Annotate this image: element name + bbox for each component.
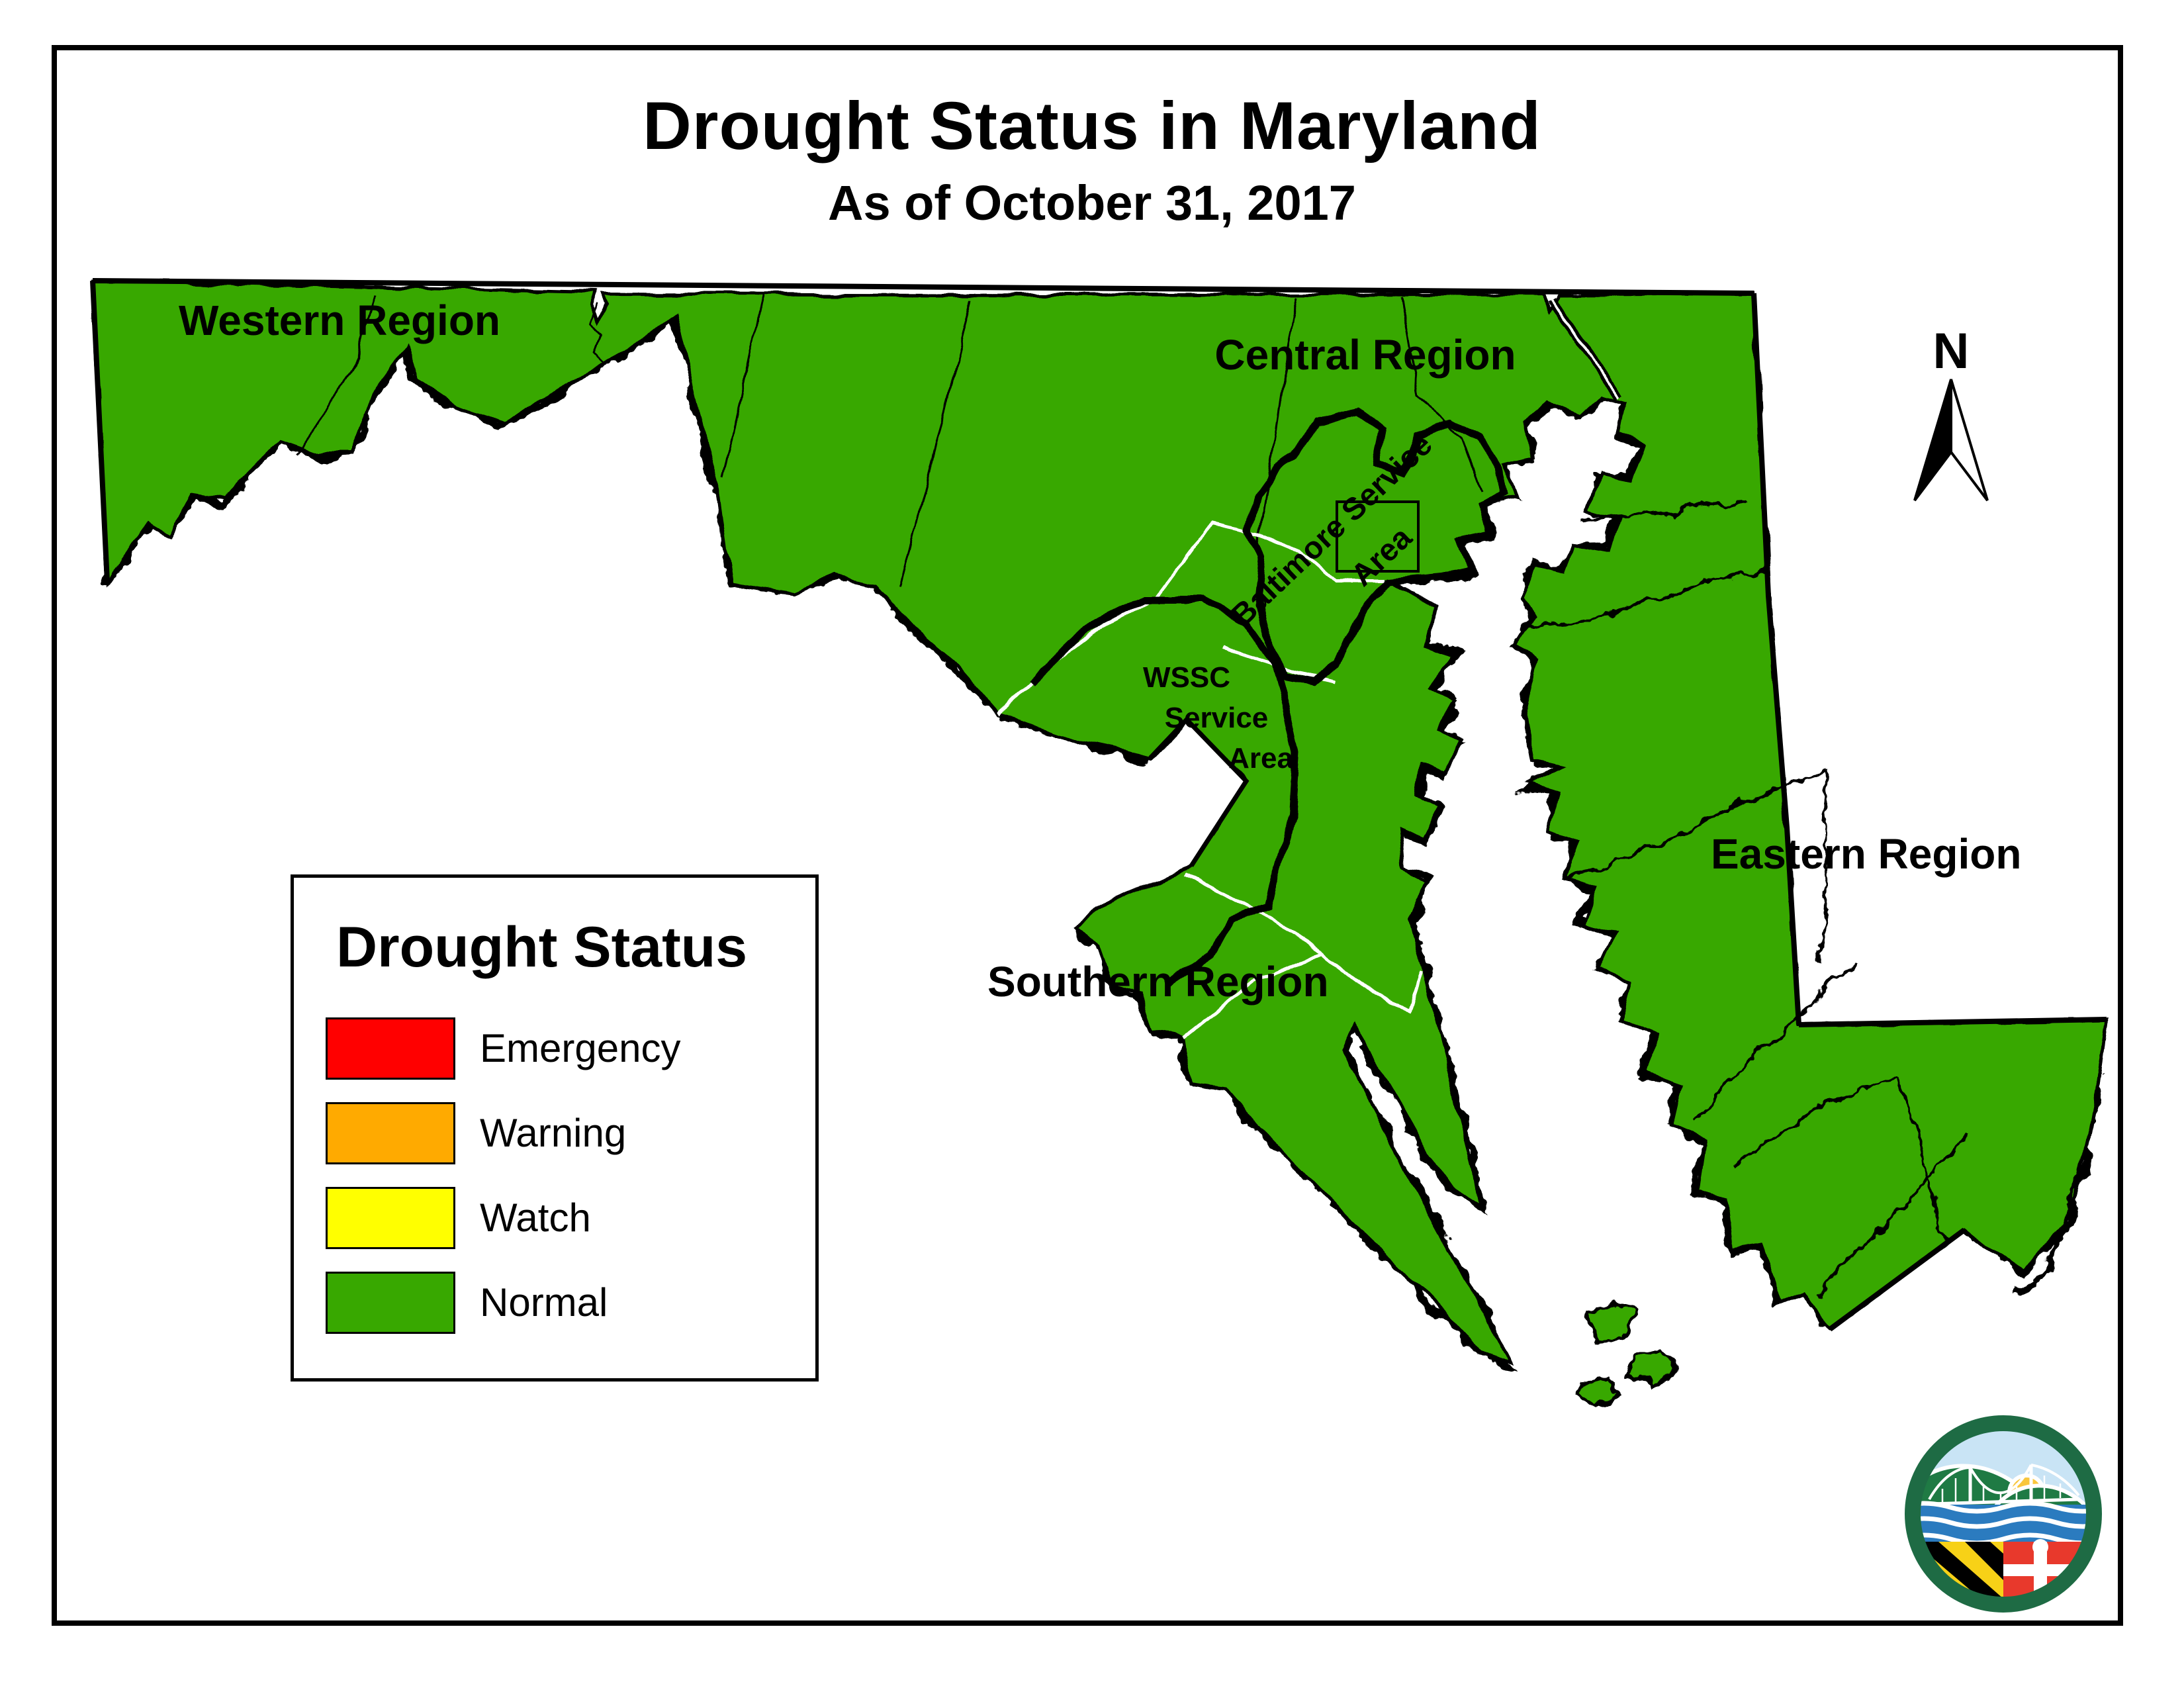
bay-island: [1628, 1348, 1676, 1390]
susquehanna-river-core: [1550, 298, 1620, 400]
page-subtitle: As of October 31, 2017: [828, 175, 1356, 230]
emergency-swatch: [326, 1017, 455, 1080]
region-label-western: Western Region: [179, 297, 500, 344]
north-arrow: N: [1913, 323, 1989, 502]
warning-swatch: [326, 1102, 455, 1164]
watch-label: Watch: [480, 1196, 591, 1240]
legend-row-watch: Watch: [326, 1187, 789, 1249]
legend-row-normal: Normal: [326, 1272, 789, 1334]
river-line: [1523, 569, 1766, 630]
legend-title: Drought Status: [336, 915, 748, 979]
county-boundaries-west: [295, 293, 1482, 588]
region-label-eastern: Eastern Region: [1711, 830, 2021, 878]
logo-ring: [1905, 1415, 2102, 1613]
barrier-island-line: [2011, 1152, 2089, 1293]
north-arrow-left-half: [1913, 379, 1952, 502]
county-line: [1256, 297, 1300, 550]
river-line: [1813, 1137, 1968, 1297]
county-line: [1817, 771, 1827, 962]
dc-notch-border: [1148, 716, 1250, 867]
watch-swatch: [326, 1187, 455, 1249]
region-label-central: Central Region: [1214, 331, 1516, 379]
legend-row-warning: Warning: [326, 1102, 789, 1164]
normal-label: Normal: [480, 1280, 608, 1325]
county-line: [590, 304, 609, 364]
logo-bridge-icon: [1928, 1464, 2080, 1506]
north-label: N: [1933, 323, 1970, 379]
wssc-service-area-boundary: [1027, 596, 1300, 990]
page-title: Drought Status in Maryland: [643, 88, 1541, 164]
river-line: [1727, 1072, 1899, 1164]
region-boundary-line: [1182, 951, 1324, 1039]
emergency-label: Emergency: [480, 1026, 681, 1070]
region-label-southern: Southern Region: [987, 958, 1329, 1006]
wssc-label-line1: WSSC: [1143, 661, 1230, 694]
state-fill-group: [91, 279, 2109, 1409]
county-line: [899, 299, 973, 588]
river-line: [1692, 960, 1854, 1119]
county-line: [295, 293, 377, 455]
county-boundaries-east: [1523, 500, 1968, 1297]
baltimore-service-area-boundary: [1246, 407, 1507, 684]
maryland-state-shape: [91, 279, 2109, 1366]
wssc-label-line2: Service: [1165, 702, 1269, 734]
bay-island: [1579, 1374, 1621, 1409]
legend: Drought Status Emergency Warning Watch N…: [291, 874, 819, 1382]
county-line: [1400, 296, 1482, 492]
county-line: [721, 295, 764, 477]
north-arrow-right-half: [1950, 379, 1989, 502]
river-line: [1582, 500, 1748, 524]
normal-swatch: [326, 1272, 455, 1334]
wssc-label-line3: Area: [1228, 742, 1293, 774]
county-line: [1896, 1073, 1949, 1240]
legend-row-emergency: Emergency: [326, 1017, 789, 1080]
river-line: [1569, 770, 1826, 881]
warning-label: Warning: [480, 1111, 627, 1155]
bay-island: [1586, 1296, 1637, 1345]
region-boundary-line: [1183, 872, 1424, 1012]
straight-borders: [90, 278, 2107, 1332]
reservoir-box: [1336, 500, 1420, 573]
agency-logo: [1905, 1415, 2102, 1613]
